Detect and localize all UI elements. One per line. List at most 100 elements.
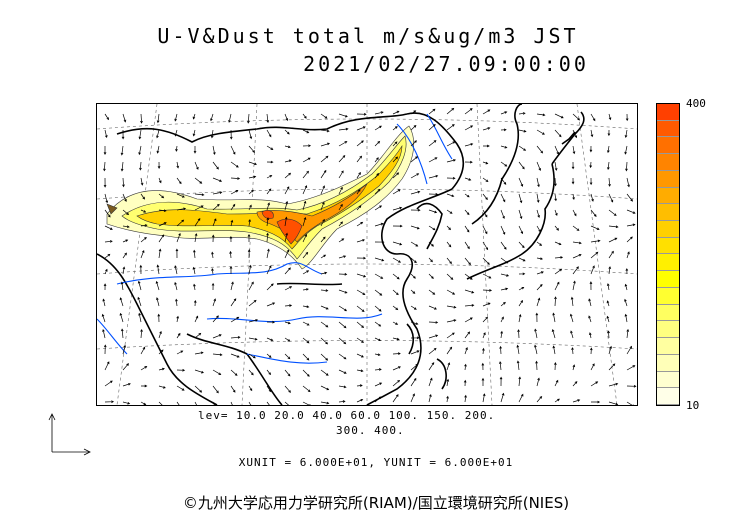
wind-arrow (193, 146, 197, 154)
wind-arrow (266, 337, 274, 342)
wind-arrow (248, 281, 254, 291)
wind-arrow (338, 141, 348, 147)
wind-arrow (266, 145, 274, 151)
wind-arrow (176, 350, 184, 355)
wind-arrow (536, 129, 545, 135)
wind-arrow (320, 169, 327, 179)
wind-arrow (302, 217, 307, 227)
wind-arrow (608, 363, 616, 371)
wind-arrow (320, 337, 329, 345)
wind-arrow (428, 192, 439, 196)
wind-arrow (536, 145, 544, 154)
wind-arrow (463, 379, 467, 387)
wind-arrow (536, 241, 543, 246)
wind-arrow (446, 346, 453, 355)
wind-arrow (266, 232, 269, 243)
wind-arrow (356, 238, 365, 243)
wind-arrow (518, 257, 526, 262)
wind-arrow (518, 129, 527, 133)
wind-arrow (590, 381, 599, 387)
colorbar-swatch (657, 137, 679, 155)
wind-arrow (140, 346, 146, 355)
reference-vector-icon (48, 413, 91, 456)
wind-arrow (624, 313, 628, 323)
coastlines (97, 104, 585, 405)
wind-arrow (302, 369, 310, 377)
wind-arrow (536, 377, 540, 387)
wind-arrow (175, 145, 178, 152)
wind-arrow (516, 360, 520, 371)
wind-arrow (374, 396, 382, 403)
wind-arrow (554, 241, 562, 246)
wind-arrow (482, 161, 489, 165)
wind-arrow (176, 193, 185, 198)
wind-arrow (266, 248, 270, 259)
wind-arrow (572, 145, 576, 155)
wind-arrow (356, 353, 364, 358)
wind-arrow (176, 401, 180, 405)
wind-arrow (572, 241, 582, 245)
wind-arrow (356, 112, 367, 116)
wind-arrow (122, 239, 129, 243)
wind-arrow (518, 112, 526, 115)
wind-arrow (176, 332, 181, 339)
wind-arrow (158, 349, 164, 355)
wind-arrow (392, 366, 401, 371)
wind-arrow (320, 185, 325, 195)
wind-arrow (410, 110, 417, 115)
wind-arrow (320, 129, 330, 133)
wind-arrow (356, 305, 365, 312)
wind-arrow (302, 353, 310, 361)
wind-arrow (626, 236, 633, 243)
wind-arrow (248, 218, 252, 227)
wind-arrow (230, 219, 234, 227)
wind-arrow (626, 177, 630, 188)
wind-arrow (266, 265, 272, 275)
wind-arrow (338, 321, 347, 329)
wind-arrow (588, 298, 592, 307)
wind-arrow (248, 161, 257, 166)
wind-arrow (606, 283, 610, 291)
wind-arrow (499, 345, 502, 355)
wind-arrow (536, 209, 540, 219)
wind-arrow (392, 224, 403, 228)
wind-arrow (392, 141, 398, 147)
wind-arrow (626, 223, 636, 227)
wind-arrow (534, 328, 538, 339)
wind-arrow (554, 268, 563, 275)
wind-arrow (446, 257, 452, 265)
wind-arrow (194, 161, 199, 170)
wind-arrow (536, 225, 541, 233)
wind-arrow (554, 177, 557, 187)
wind-arrow (212, 145, 216, 156)
wind-arrow (174, 281, 178, 291)
wind-arrow (428, 394, 432, 403)
wind-arrow (518, 209, 523, 220)
wind-arrow (589, 145, 593, 153)
wind-arrow (120, 145, 124, 156)
wind-arrow (140, 328, 143, 339)
wind-arrow (518, 193, 523, 204)
wind-arrow (392, 379, 401, 387)
wind-arrow (536, 177, 540, 188)
wind-arrow (302, 321, 310, 326)
wind-arrow (536, 193, 540, 203)
wind-arrow (500, 241, 507, 250)
wind-arrow (120, 281, 124, 291)
wind-arrow (410, 190, 421, 195)
wind-arrow (392, 126, 398, 131)
wind-arrow (410, 393, 415, 403)
wind-arrow (464, 125, 474, 131)
wind-arrow (518, 376, 522, 387)
wind-arrow (590, 129, 594, 138)
wind-arrow (624, 145, 628, 155)
wind-arrow (176, 368, 186, 372)
wind-arrow (194, 193, 205, 197)
colorbar-swatch (657, 187, 679, 205)
wind-arrow (392, 289, 399, 296)
colorbar-swatch (657, 304, 679, 322)
wind-arrow (626, 345, 632, 355)
wind-arrow (104, 253, 111, 259)
wind-arrow (410, 350, 420, 355)
wind-arrow (122, 225, 130, 229)
